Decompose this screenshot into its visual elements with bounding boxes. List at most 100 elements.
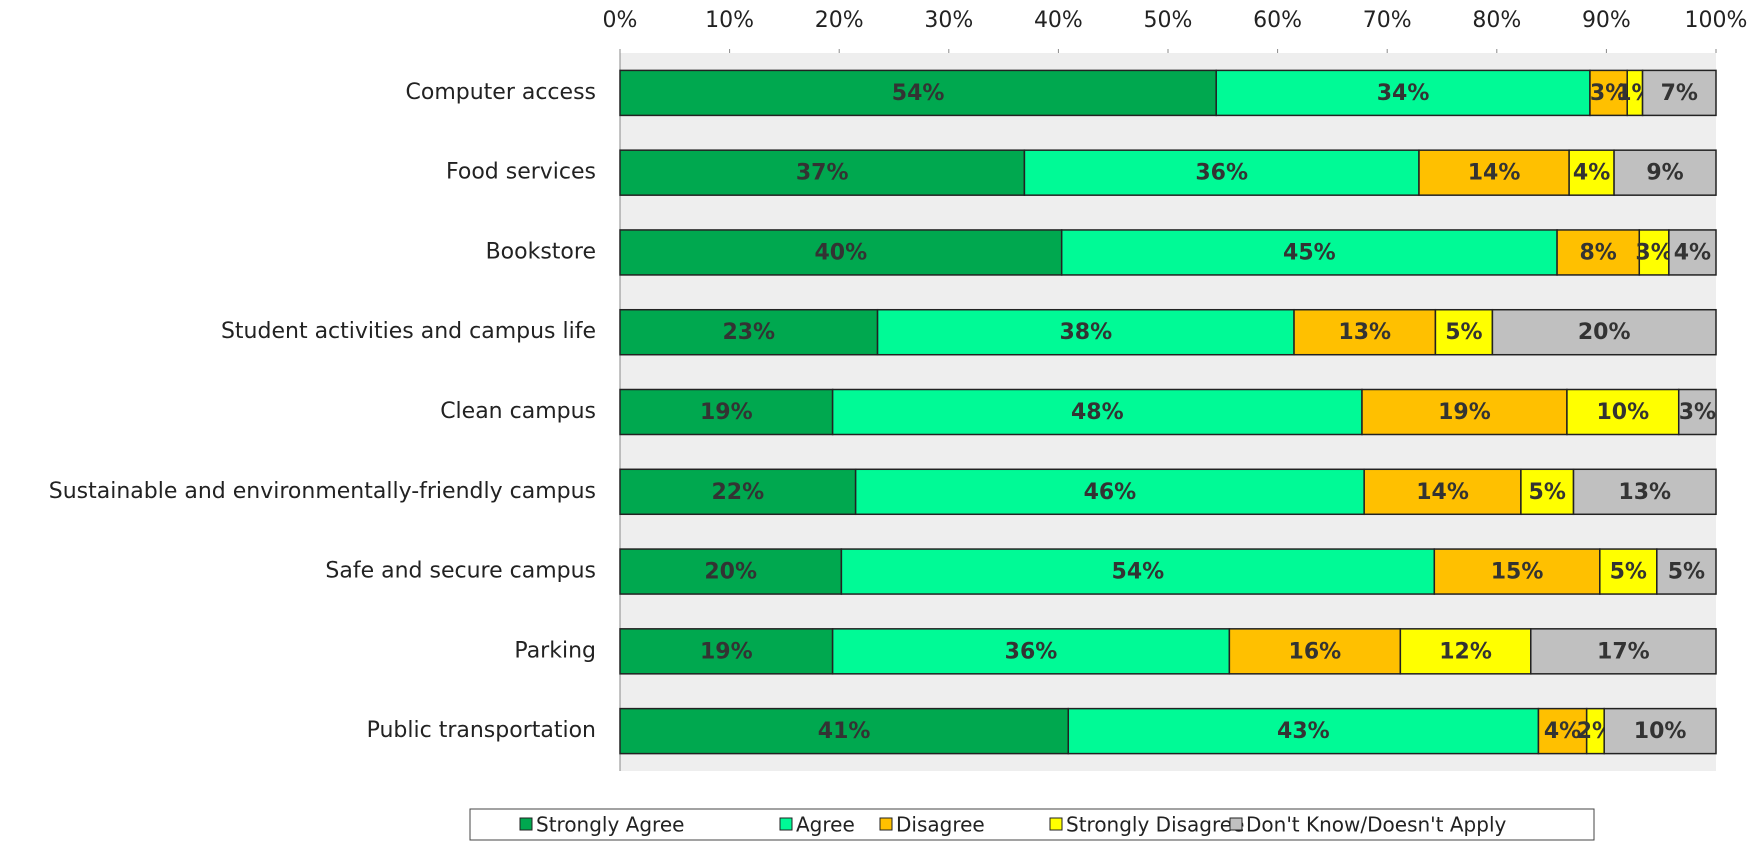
- bar-segment: [1399, 628, 1532, 675]
- data-label: 41%: [818, 719, 871, 744]
- x-tick-label: 40%: [1034, 8, 1083, 33]
- data-label: 36%: [1005, 639, 1058, 664]
- category-label: Student activities and campus life: [221, 319, 596, 344]
- data-label: 4%: [1544, 719, 1581, 744]
- x-tick-label: 0%: [603, 8, 638, 33]
- legend-label: Agree: [796, 813, 855, 837]
- data-label: 54%: [892, 81, 945, 106]
- x-tick-label: 30%: [924, 8, 973, 33]
- bar-segment: [619, 468, 857, 516]
- data-label: 19%: [700, 400, 753, 425]
- bar-segment: [619, 388, 834, 436]
- bar-segment: [1418, 149, 1570, 196]
- legend-label: Strongly Agree: [536, 813, 684, 837]
- data-label: 23%: [722, 320, 775, 345]
- data-label: 19%: [700, 639, 753, 664]
- legend-label: Strongly Disagree: [1066, 813, 1244, 837]
- bar-segment: [1228, 628, 1402, 675]
- data-label: 36%: [1195, 161, 1248, 186]
- category-label: Sustainable and environmentally-friendly…: [49, 479, 596, 504]
- data-label: 40%: [815, 240, 868, 265]
- data-label: 14%: [1468, 161, 1521, 186]
- bar-segment: [1599, 548, 1658, 595]
- x-tick-label: 20%: [815, 8, 864, 33]
- bar-segment: [1361, 388, 1568, 436]
- legend-swatch: [519, 817, 533, 831]
- legend-swatch: [1229, 817, 1243, 831]
- data-label: 10%: [1634, 719, 1687, 744]
- data-label: 8%: [1580, 240, 1617, 265]
- data-label: 17%: [1597, 639, 1650, 664]
- data-label: 48%: [1071, 400, 1124, 425]
- data-label: 43%: [1277, 719, 1330, 744]
- bar-segment: [1568, 149, 1615, 196]
- data-label: 54%: [1112, 560, 1165, 585]
- x-tick-label: 70%: [1363, 8, 1412, 33]
- bar-segment: [831, 628, 1231, 675]
- data-label: 4%: [1573, 161, 1610, 186]
- data-label: 15%: [1491, 560, 1544, 585]
- bar-segment: [1603, 707, 1717, 755]
- bar-segment: [1520, 468, 1575, 516]
- data-label: 46%: [1084, 480, 1137, 505]
- data-label: 12%: [1439, 639, 1492, 664]
- bar-segment: [1491, 308, 1717, 356]
- data-label: 16%: [1289, 639, 1342, 664]
- x-tick-label: 90%: [1582, 8, 1631, 33]
- category-label: Clean campus: [440, 399, 596, 424]
- data-label: 5%: [1529, 480, 1566, 505]
- bar-segment: [1556, 229, 1641, 276]
- bar-segment: [619, 229, 1063, 276]
- bar-segment: [1363, 468, 1522, 516]
- bar-segment: [619, 149, 1026, 196]
- legend-swatch: [1049, 817, 1063, 831]
- data-label: 5%: [1445, 320, 1482, 345]
- x-tick-label: 80%: [1472, 8, 1521, 33]
- data-label: 22%: [711, 480, 764, 505]
- category-label: Bookstore: [486, 239, 596, 264]
- legend-box: [469, 808, 1595, 841]
- bar-segment: [840, 548, 1436, 595]
- bar-segment: [1433, 548, 1601, 595]
- data-label: 14%: [1416, 480, 1469, 505]
- bar-segment: [1638, 229, 1670, 276]
- bar-segment: [1023, 149, 1420, 196]
- bar-segment: [619, 308, 879, 356]
- bar-segment: [1668, 229, 1717, 276]
- bar-segment: [1293, 308, 1437, 356]
- category-label: Parking: [514, 638, 596, 663]
- bar-segment: [619, 628, 834, 675]
- bar-segment: [1656, 548, 1717, 595]
- bar-segment: [619, 548, 843, 595]
- bar-segment: [831, 388, 1363, 436]
- bar-segment: [1641, 69, 1717, 117]
- data-label: 19%: [1438, 400, 1491, 425]
- x-tick-label: 10%: [705, 8, 754, 33]
- data-label: 38%: [1059, 320, 1112, 345]
- x-tick-label: 60%: [1253, 8, 1302, 33]
- x-tick-label: 50%: [1144, 8, 1193, 33]
- bar-segment: [1215, 69, 1591, 117]
- data-label: 20%: [1578, 320, 1631, 345]
- data-label: 10%: [1597, 400, 1650, 425]
- bar-segment: [619, 707, 1070, 755]
- data-label: 37%: [796, 161, 849, 186]
- data-label: 34%: [1377, 81, 1430, 106]
- data-label: 3%: [1635, 240, 1672, 265]
- data-label: 3%: [1590, 81, 1627, 106]
- legend-swatch: [779, 817, 793, 831]
- data-label: 5%: [1668, 560, 1705, 585]
- category-label: Safe and secure campus: [325, 559, 596, 584]
- data-label: 9%: [1646, 161, 1683, 186]
- category-label: Public transportation: [367, 718, 596, 743]
- bar-segment: [1589, 69, 1628, 117]
- data-label: 45%: [1283, 240, 1336, 265]
- legend-label: Disagree: [896, 813, 985, 837]
- bar-segment: [854, 468, 1365, 516]
- category-label: Computer access: [406, 80, 597, 105]
- data-label: 13%: [1618, 480, 1671, 505]
- legend-swatch: [879, 817, 893, 831]
- x-tick-label: 100%: [1685, 8, 1748, 33]
- data-label: 5%: [1610, 560, 1647, 585]
